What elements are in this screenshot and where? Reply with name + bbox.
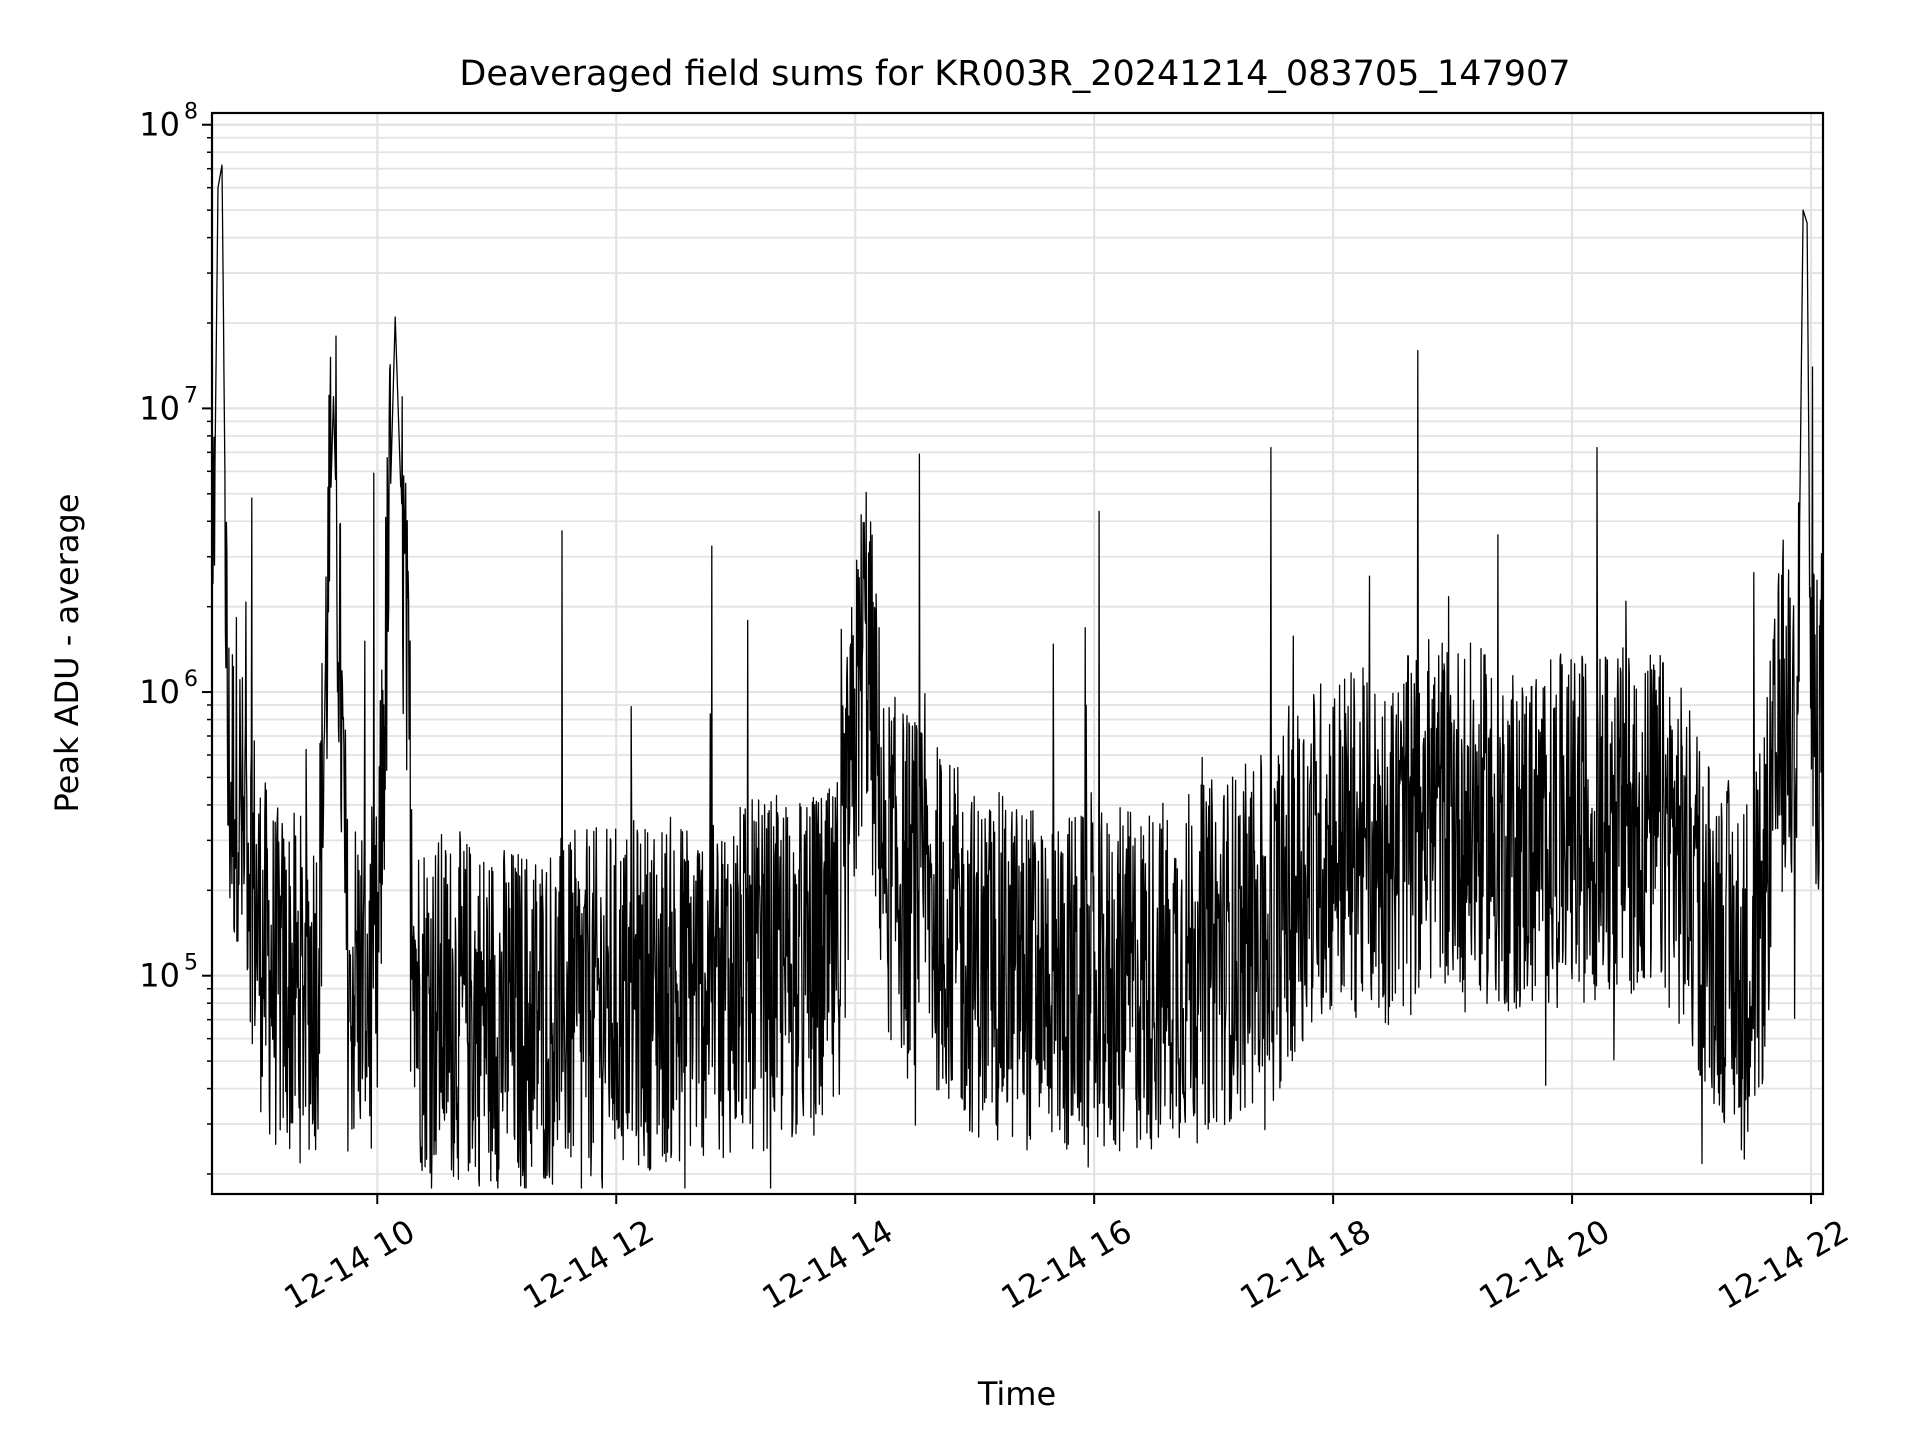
- y-tick-base: 10: [139, 106, 180, 144]
- x-axis-label: Time: [977, 1375, 1056, 1413]
- y-tick-label: 10: [139, 957, 180, 995]
- y-tick-exponent: 5: [184, 951, 198, 976]
- y-tick-exponent: 6: [184, 667, 198, 692]
- y-tick-exponent: 8: [184, 100, 198, 125]
- y-axis-label: Peak ADU - average: [48, 494, 86, 813]
- y-tick-base: 10: [139, 389, 180, 427]
- series-layer: [212, 164, 1823, 1189]
- y-tick-base: 10: [139, 673, 180, 711]
- y-tick-label: 10: [139, 106, 180, 144]
- chart-title: Deaveraged field sums for KR003R_2024121…: [459, 54, 1570, 94]
- plot-frame: [210, 111, 1825, 1196]
- y-tick-label: 10: [139, 389, 180, 427]
- y-tick-exponent: 7: [184, 383, 198, 408]
- series-line: [212, 164, 1823, 1189]
- y-tick-base: 10: [139, 957, 180, 995]
- y-tick-label: 10: [139, 673, 180, 711]
